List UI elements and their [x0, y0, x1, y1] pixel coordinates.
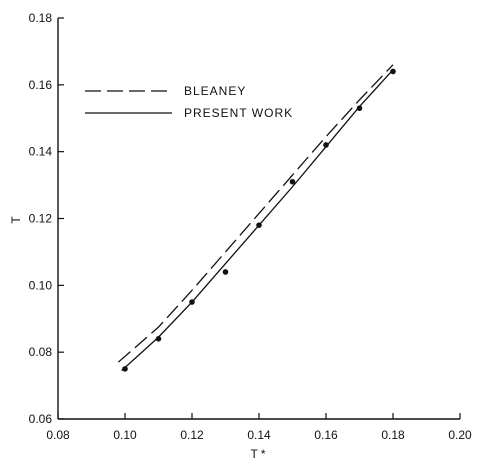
x-tick-label: 0.16: [314, 428, 338, 442]
y-tick-label: 0.14: [29, 145, 53, 159]
y-tick-label: 0.08: [29, 345, 53, 359]
legend-label-present-work: PRESENT WORK: [184, 106, 293, 120]
series-line-bleaney: [117, 64, 394, 363]
legend-label-bleaney: BLEANEY: [184, 84, 246, 98]
x-tick-label: 0.08: [46, 428, 70, 442]
legend: BLEANEY PRESENT WORK: [85, 84, 293, 120]
data-point: [289, 178, 296, 185]
data-point: [122, 366, 128, 372]
y-axis-title: T: [9, 216, 23, 224]
ticks: 0.08 0.10 0.12 0.14 0.16 0.18 0.20 0.06 0.08 0.10…: [29, 11, 472, 442]
data-point: [323, 142, 329, 148]
y-tick-label: 0.10: [29, 278, 53, 292]
data-points: [122, 68, 396, 372]
data-point: [222, 269, 229, 275]
data-point: [256, 222, 262, 228]
x-tick-label: 0.14: [247, 428, 271, 442]
x-tick-label: 0.20: [448, 428, 472, 442]
data-point: [189, 299, 195, 305]
data-point: [155, 336, 162, 342]
y-tick-label: 0.12: [29, 212, 53, 226]
x-tick-label: 0.18: [381, 428, 405, 442]
data-point: [356, 105, 363, 112]
y-tick-label: 0.16: [29, 78, 53, 92]
x-tick-label: 0.10: [113, 428, 137, 442]
y-tick-label: 0.06: [29, 412, 53, 426]
y-tick-label: 0.18: [29, 11, 53, 25]
x-tick-label: 0.12: [180, 428, 204, 442]
axes: [57, 18, 460, 420]
x-axis-title: T *: [250, 447, 265, 461]
data-point: [390, 68, 396, 75]
